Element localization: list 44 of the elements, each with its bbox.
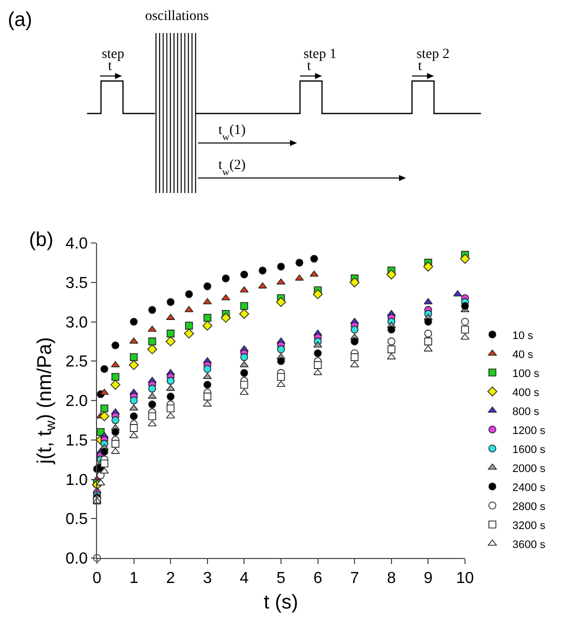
legend-label: 1600 s (512, 444, 546, 456)
legend-label: 400 s (512, 386, 540, 399)
x-tick-label: 5 (276, 570, 286, 588)
text: t (307, 59, 312, 74)
text: t (418, 59, 422, 74)
x-tick-label: 6 (313, 570, 322, 588)
legend-label: 800 s (512, 406, 540, 418)
y-tick-label: 0.0 (66, 550, 88, 568)
x-tick-label: 8 (386, 570, 396, 588)
text: oscillations (145, 9, 209, 24)
y-tick-label: 3.0 (66, 314, 88, 332)
y-tick-label: 1.0 (66, 472, 88, 489)
legend-label: 100 s (512, 368, 540, 380)
x-tick-label: 10 (456, 570, 474, 588)
text: (b) (29, 229, 54, 251)
text: step (102, 47, 124, 62)
x-tick-label: 3 (202, 570, 212, 588)
legend-label: 40 s (512, 348, 534, 361)
x-axis-title: t (s) (264, 592, 298, 614)
y-tick-label: 0.5 (66, 511, 88, 528)
text: t$_{w}$(2) (218, 158, 246, 178)
x-tick-label: 0 (92, 570, 102, 588)
y-tick-label: 2.0 (66, 393, 88, 410)
legend-label: 3600 s (512, 538, 546, 551)
y-tick-label: 2.5 (66, 354, 88, 371)
x-tick-label: 2 (166, 570, 176, 588)
text: (a) (8, 9, 32, 31)
text: t$_{w}$(1) (218, 123, 246, 142)
legend-label: 2800 s (512, 500, 546, 513)
legend-label: 3200 s (512, 520, 546, 532)
y-tick-label: 1.5 (66, 432, 88, 450)
legend-label: 2000 s (512, 462, 546, 475)
legend-label: 10 s (512, 330, 534, 342)
x-tick-label: 9 (424, 570, 433, 588)
legend-label: 2400 s (512, 482, 546, 494)
y-tick-label: 4.0 (66, 236, 88, 253)
text: step 1 (303, 47, 337, 62)
legend-label: 1200 s (512, 424, 546, 437)
text: t (108, 59, 112, 74)
x-tick-label: 4 (240, 570, 249, 588)
y-tick-label: 3.5 (66, 274, 88, 292)
x-tick-label: 7 (350, 570, 360, 588)
x-tick-label: 1 (129, 570, 138, 588)
text: step 2 (416, 47, 450, 62)
